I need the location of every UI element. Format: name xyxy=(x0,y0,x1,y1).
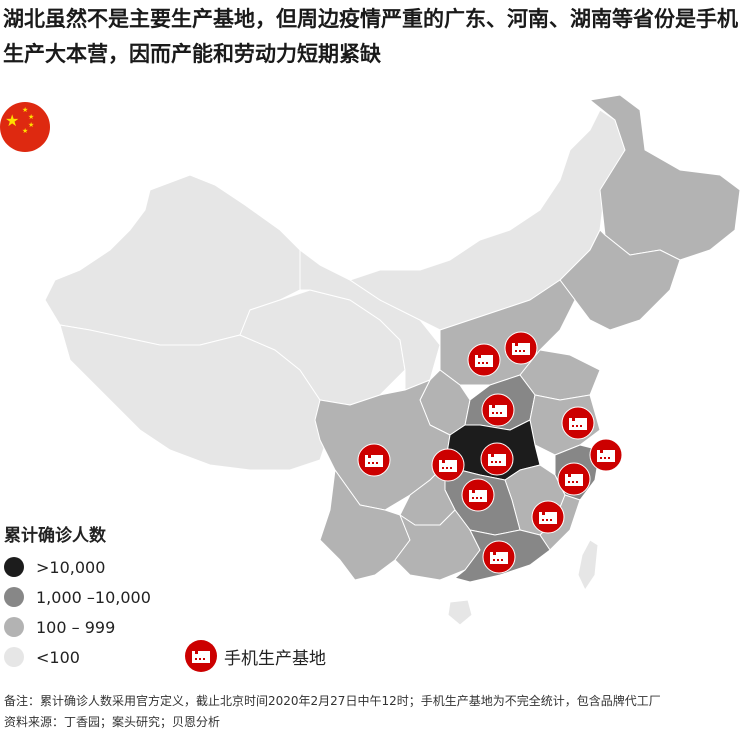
factory-marker-icon xyxy=(557,462,591,496)
factory-legend-label: 手机生产基地 xyxy=(224,648,326,669)
factory-marker-icon xyxy=(561,406,595,440)
svg-text:★: ★ xyxy=(28,113,34,121)
factory-marker-icon xyxy=(480,442,514,476)
legend-swatch xyxy=(4,647,24,667)
province-heilongjiang xyxy=(589,94,741,261)
province-hainan xyxy=(447,599,473,626)
page-title: 湖北虽然不是主要生产基地，但周边疫情严重的广东、河南、湖南等省份是手机生产大本营… xyxy=(3,7,738,66)
china-flag-icon: ★ ★ ★ ★ ★ xyxy=(0,102,50,152)
footnote-remark: 备注：累计确诊人数采用官方定义，截止北京时间2020年2月27日中午12时；手机… xyxy=(4,694,661,708)
svg-text:★: ★ xyxy=(28,121,34,129)
factory-marker-icon xyxy=(482,540,516,574)
legend-label: 100 – 999 xyxy=(36,617,116,637)
factory-marker-icon xyxy=(431,448,465,482)
factory-marker-icon xyxy=(589,438,623,472)
factory-marker-icon xyxy=(467,343,501,377)
legend-label: >10,000 xyxy=(36,557,106,577)
legend-title: 累计确诊人数 xyxy=(4,526,106,546)
footnote-source: 资料来源：丁香园；案头研究；贝恩分析 xyxy=(4,715,221,729)
factory-marker-icon xyxy=(531,500,565,534)
legend-swatch xyxy=(4,617,24,637)
legend-item-factory: 手机生产基地 xyxy=(184,639,326,673)
legend-item-under-100: <100 xyxy=(4,647,80,667)
legend-item-1000-10000: 1,000 –10,000 xyxy=(4,587,151,607)
legend-label: 1,000 –10,000 xyxy=(36,587,151,607)
factory-marker-icon xyxy=(481,393,515,427)
legend-item-100-999: 100 – 999 xyxy=(4,617,115,637)
legend-item-over-10000: >10,000 xyxy=(4,557,105,577)
province-tibet xyxy=(59,324,331,471)
factory-icon xyxy=(185,640,217,672)
factory-marker-icon xyxy=(504,331,538,365)
svg-text:★: ★ xyxy=(5,111,19,130)
legend-swatch xyxy=(4,587,24,607)
legend-label: <100 xyxy=(36,647,80,667)
province-yunnan xyxy=(319,469,411,581)
factory-marker-icon xyxy=(461,478,495,512)
svg-text:★: ★ xyxy=(22,127,28,135)
factory-marker-icon xyxy=(357,443,391,477)
province-taiwan xyxy=(577,539,599,591)
svg-text:★: ★ xyxy=(22,106,28,114)
legend-swatch xyxy=(4,557,24,577)
